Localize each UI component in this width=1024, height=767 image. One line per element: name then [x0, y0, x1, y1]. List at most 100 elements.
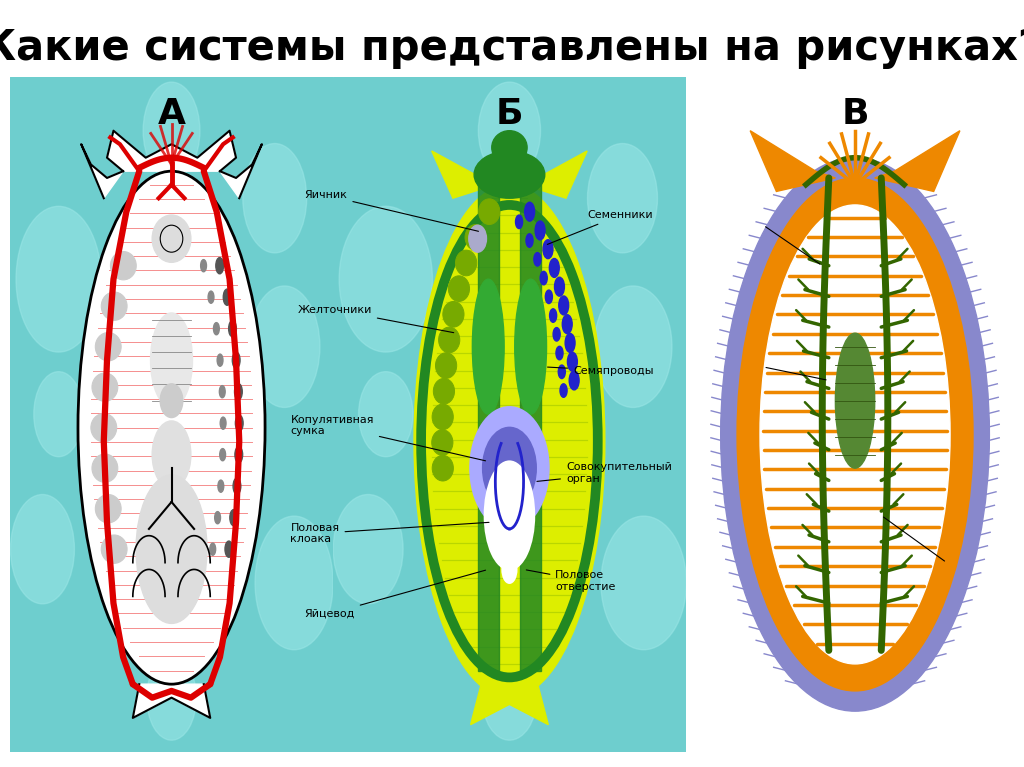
Ellipse shape — [78, 171, 265, 684]
Circle shape — [234, 384, 243, 400]
Ellipse shape — [478, 199, 500, 225]
Circle shape — [526, 234, 534, 247]
Text: Семенники: Семенники — [548, 210, 652, 245]
Circle shape — [210, 543, 216, 555]
Polygon shape — [432, 151, 496, 198]
Ellipse shape — [136, 475, 207, 624]
Ellipse shape — [482, 655, 537, 740]
Circle shape — [220, 417, 226, 430]
Text: Б: Б — [496, 97, 523, 131]
Polygon shape — [220, 144, 262, 198]
Circle shape — [543, 240, 553, 258]
Ellipse shape — [95, 333, 121, 360]
Text: Какие системы представлены на рисунках?: Какие системы представлены на рисунках? — [0, 27, 1024, 69]
Ellipse shape — [255, 516, 333, 650]
Ellipse shape — [588, 143, 657, 253]
Ellipse shape — [469, 225, 486, 252]
Circle shape — [220, 449, 225, 461]
Ellipse shape — [471, 407, 548, 529]
Circle shape — [556, 347, 563, 360]
Ellipse shape — [243, 143, 306, 253]
Ellipse shape — [433, 378, 455, 404]
Polygon shape — [481, 144, 538, 178]
Ellipse shape — [432, 430, 453, 456]
Circle shape — [234, 446, 243, 463]
Ellipse shape — [456, 250, 477, 276]
Circle shape — [223, 289, 231, 305]
Text: Желточники: Желточники — [298, 305, 454, 333]
Ellipse shape — [478, 82, 541, 179]
Bar — [477, 178, 499, 670]
Circle shape — [524, 202, 535, 221]
Ellipse shape — [143, 82, 200, 179]
Polygon shape — [81, 144, 123, 198]
Ellipse shape — [92, 454, 118, 482]
Ellipse shape — [474, 151, 545, 198]
Ellipse shape — [16, 206, 101, 352]
Text: Копулятивная
сумка: Копулятивная сумка — [291, 415, 485, 461]
Ellipse shape — [92, 373, 118, 401]
Ellipse shape — [442, 301, 464, 327]
Circle shape — [569, 371, 580, 390]
Ellipse shape — [737, 178, 973, 691]
Ellipse shape — [760, 205, 950, 664]
Polygon shape — [106, 130, 236, 171]
Text: А: А — [158, 97, 185, 131]
Ellipse shape — [465, 225, 486, 250]
Ellipse shape — [111, 252, 136, 280]
Text: Половое
отверстие: Половое отверстие — [526, 570, 615, 591]
Circle shape — [233, 478, 241, 494]
Circle shape — [213, 323, 219, 334]
Circle shape — [553, 328, 560, 341]
Circle shape — [201, 259, 207, 272]
Ellipse shape — [721, 158, 989, 711]
Text: Яйцевод: Яйцевод — [304, 570, 485, 619]
Polygon shape — [751, 130, 836, 192]
Ellipse shape — [358, 372, 413, 456]
Circle shape — [225, 541, 232, 558]
Ellipse shape — [34, 372, 84, 456]
Ellipse shape — [249, 286, 319, 407]
Ellipse shape — [492, 130, 527, 164]
Ellipse shape — [95, 495, 121, 523]
Circle shape — [236, 415, 243, 431]
Ellipse shape — [101, 292, 127, 321]
Text: В: В — [842, 97, 868, 131]
Circle shape — [555, 277, 564, 296]
Circle shape — [218, 480, 223, 492]
Circle shape — [232, 352, 240, 368]
Circle shape — [208, 291, 214, 303]
Ellipse shape — [432, 404, 454, 430]
Circle shape — [559, 296, 568, 315]
Circle shape — [550, 309, 557, 322]
Ellipse shape — [449, 276, 470, 301]
Circle shape — [560, 384, 567, 397]
Text: Половая
клоака: Половая клоака — [291, 522, 489, 545]
Circle shape — [217, 354, 223, 367]
Polygon shape — [874, 130, 959, 192]
Ellipse shape — [101, 535, 127, 563]
Ellipse shape — [483, 428, 536, 509]
Ellipse shape — [414, 185, 605, 698]
Ellipse shape — [153, 215, 190, 262]
Circle shape — [219, 386, 225, 398]
Ellipse shape — [10, 495, 75, 604]
Circle shape — [567, 352, 578, 371]
Polygon shape — [133, 684, 210, 718]
Circle shape — [565, 334, 575, 352]
Circle shape — [562, 314, 572, 334]
Ellipse shape — [435, 353, 457, 378]
Circle shape — [534, 252, 541, 266]
Ellipse shape — [515, 279, 547, 414]
Ellipse shape — [146, 655, 197, 740]
Polygon shape — [523, 151, 587, 198]
Ellipse shape — [160, 384, 183, 417]
Circle shape — [228, 321, 237, 337]
Text: Семяпроводы: Семяпроводы — [548, 366, 653, 376]
Circle shape — [215, 512, 220, 524]
Ellipse shape — [151, 313, 193, 407]
Ellipse shape — [472, 279, 504, 414]
Polygon shape — [471, 684, 548, 725]
Ellipse shape — [484, 462, 535, 569]
Circle shape — [549, 258, 559, 278]
